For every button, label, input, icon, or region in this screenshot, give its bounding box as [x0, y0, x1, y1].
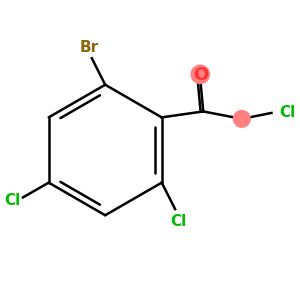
Text: Cl: Cl: [170, 214, 186, 229]
Text: Cl: Cl: [279, 105, 295, 120]
Circle shape: [191, 65, 209, 83]
Circle shape: [233, 111, 250, 127]
Text: Cl: Cl: [4, 193, 21, 208]
Text: O: O: [193, 66, 208, 84]
Text: Br: Br: [79, 40, 98, 55]
